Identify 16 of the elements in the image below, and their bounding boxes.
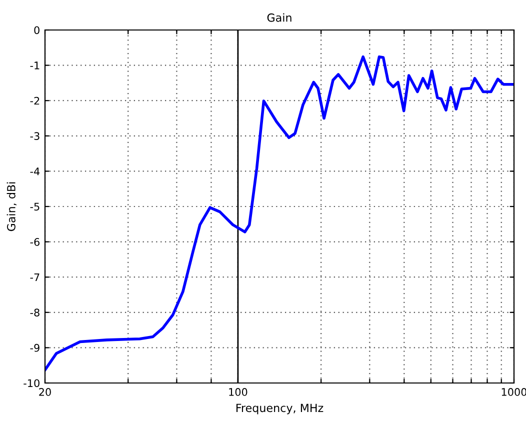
y-tick-label: -5 (30, 202, 40, 211)
y-tick-label: -4 (30, 168, 40, 176)
y-tick-label: -2 (30, 96, 40, 105)
y-axis-title: Gain, dBi (6, 182, 17, 232)
x-tick-label: 100 (229, 388, 248, 396)
x-tick-label: 20 (39, 388, 51, 396)
x-axis-title: Frequency, MHz (236, 404, 324, 414)
y-tick-label: -3 (30, 132, 40, 140)
y-tick-label: 0 (34, 26, 40, 34)
y-tick-label: -7 (30, 273, 40, 282)
y-tick-label: -9 (30, 344, 40, 352)
y-tick-label: -1 (30, 62, 40, 70)
y-tick-label: -8 (30, 308, 40, 317)
y-tick-label: -10 (24, 379, 40, 388)
y-tick-label: -6 (30, 238, 40, 246)
chart-title: Gain (267, 13, 292, 22)
